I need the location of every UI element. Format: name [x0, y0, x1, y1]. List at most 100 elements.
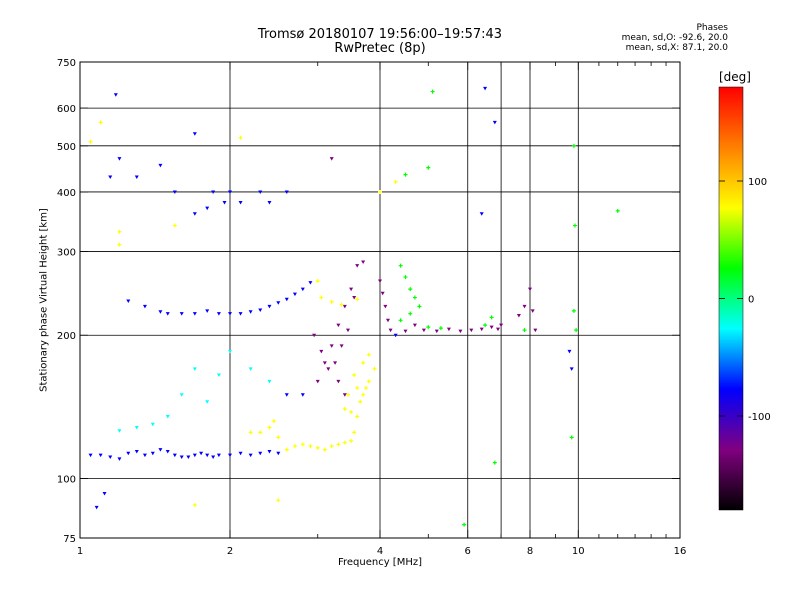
data-point — [342, 304, 347, 309]
data-point — [267, 379, 272, 384]
grid — [80, 62, 680, 538]
data-point — [205, 453, 210, 458]
data-point — [267, 304, 272, 309]
data-point — [372, 366, 377, 371]
data-point — [352, 373, 357, 378]
data-point — [216, 453, 221, 458]
data-point — [388, 328, 393, 333]
data-point — [398, 263, 403, 268]
colorbar-tick-label: 100 — [748, 177, 767, 188]
colorbar-label: [deg] — [719, 70, 751, 84]
data-point — [98, 453, 103, 458]
data-point — [126, 299, 131, 304]
data-point — [403, 329, 408, 334]
y-tick-label: 750 — [57, 58, 76, 69]
data-point — [492, 460, 497, 465]
data-point — [366, 379, 371, 384]
data-point — [408, 311, 413, 316]
data-point — [126, 451, 131, 456]
data-point — [361, 392, 366, 397]
data-point — [319, 349, 324, 354]
data-point — [211, 455, 216, 459]
chart-subtitle: RwPretec (8p) — [334, 41, 426, 56]
data-point — [142, 453, 147, 458]
data-point — [571, 143, 576, 148]
data-point — [150, 422, 155, 427]
data-point — [228, 453, 232, 458]
data-point — [345, 328, 350, 333]
data-point — [319, 295, 324, 300]
data-point — [88, 139, 93, 144]
data-point — [158, 448, 163, 452]
data-point — [258, 451, 263, 456]
data-point — [426, 325, 431, 330]
data-point — [336, 442, 341, 447]
data-point — [489, 325, 494, 330]
data-point — [134, 449, 139, 454]
data-point — [158, 310, 163, 314]
x-tick-label: 2 — [227, 546, 233, 557]
data-point — [179, 455, 184, 459]
data-point — [211, 190, 216, 194]
data-point — [267, 449, 272, 454]
data-point — [102, 492, 107, 496]
data-point — [398, 318, 403, 323]
data-point — [349, 438, 354, 443]
data-point — [300, 287, 305, 292]
data-point — [172, 190, 177, 194]
y-tick-label: 300 — [57, 247, 76, 258]
data-point — [300, 442, 305, 447]
data-point — [216, 373, 221, 378]
data-point — [574, 328, 579, 333]
data-point — [172, 223, 177, 228]
data-point — [438, 326, 443, 331]
data-point — [300, 393, 305, 397]
data-point — [199, 451, 204, 456]
data-point — [276, 435, 281, 440]
data-point — [385, 318, 390, 323]
data-point — [533, 328, 538, 333]
data-point — [238, 312, 243, 316]
data-point — [342, 406, 347, 411]
data-point — [267, 425, 272, 430]
data-point — [222, 201, 227, 205]
data-point — [192, 367, 197, 371]
data-point — [492, 120, 497, 125]
data-point — [412, 295, 417, 300]
data-point — [276, 498, 281, 503]
data-point — [192, 312, 197, 316]
data-point — [516, 314, 521, 318]
data-point — [329, 444, 334, 449]
data-point — [134, 425, 139, 430]
data-point — [349, 409, 354, 414]
data-point — [276, 451, 281, 456]
data-point — [248, 430, 253, 435]
data-point — [569, 367, 574, 371]
colorbar-tick-label: -100 — [748, 412, 771, 423]
data-point — [248, 310, 253, 314]
data-point — [358, 399, 363, 404]
x-tick-label: 10 — [572, 546, 585, 557]
data-point — [284, 190, 289, 194]
data-point — [205, 400, 210, 404]
legend-title: Phases — [696, 23, 728, 33]
data-point — [483, 86, 488, 91]
data-point — [522, 304, 527, 309]
data-point — [315, 379, 320, 384]
x-tick-label: 6 — [465, 546, 471, 557]
data-point — [258, 308, 263, 312]
data-point — [238, 135, 243, 140]
data-point — [361, 360, 366, 365]
data-point — [308, 281, 313, 285]
data-point — [355, 264, 360, 268]
data-point — [499, 323, 504, 328]
data-point — [308, 444, 313, 449]
y-tick-label: 600 — [57, 104, 76, 115]
data-point — [165, 414, 170, 419]
data-point — [458, 329, 463, 334]
data-point — [117, 157, 122, 161]
data-point — [248, 367, 253, 371]
data-point — [615, 208, 620, 213]
data-point — [378, 189, 382, 194]
